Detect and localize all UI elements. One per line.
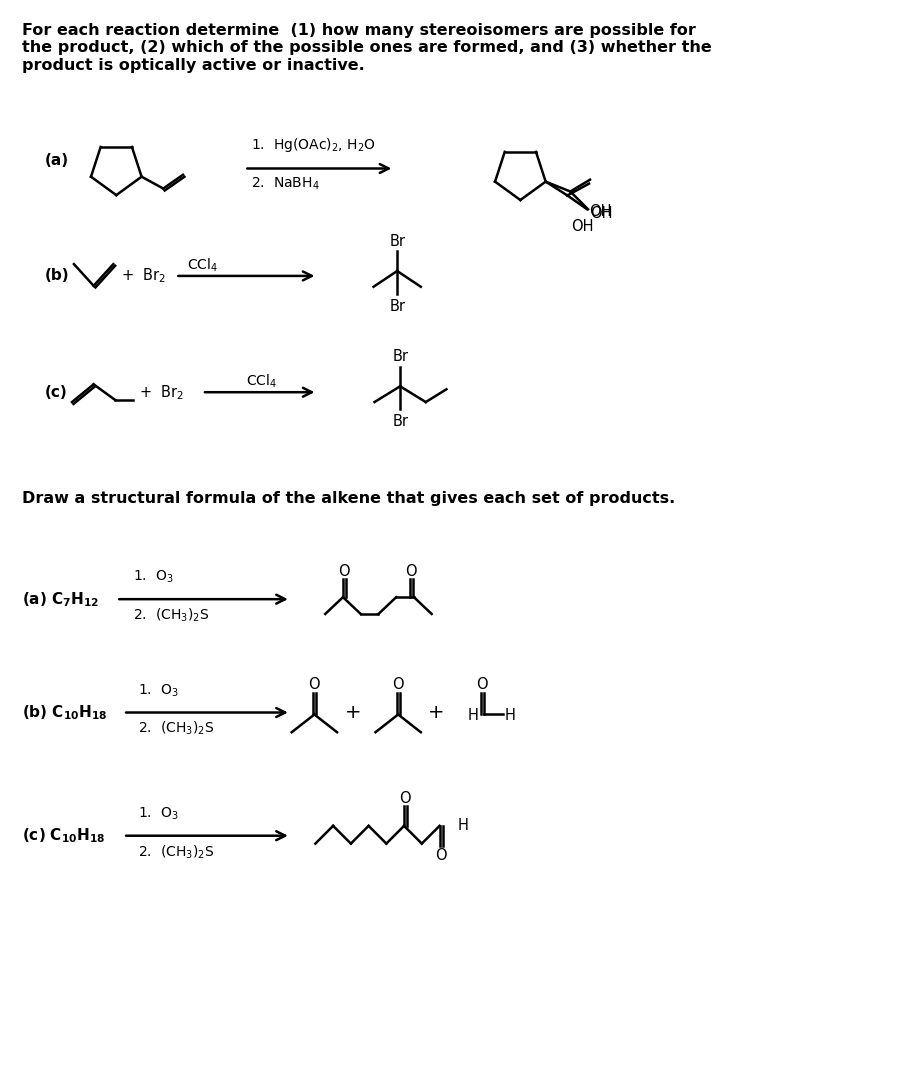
Text: 1.  O$_3$: 1. O$_3$ (138, 682, 179, 698)
Text: $\bf{(c)}$ $\bf{C_{10}H_{18}}$: $\bf{(c)}$ $\bf{C_{10}H_{18}}$ (22, 826, 105, 845)
Text: OH: OH (589, 204, 612, 218)
Text: H: H (467, 708, 478, 723)
Text: (c): (c) (44, 384, 67, 400)
Text: +  Br$_2$: + Br$_2$ (139, 383, 184, 402)
Text: 2.  (CH$_3$)$_2$S: 2. (CH$_3$)$_2$S (133, 607, 209, 624)
Text: $\bf{(a)}$ $\bf{C_7H_{12}}$: $\bf{(a)}$ $\bf{C_7H_{12}}$ (22, 590, 99, 608)
Text: (a): (a) (44, 153, 68, 168)
Text: the product, (2) which of the possible ones are formed, and (3) whether the: the product, (2) which of the possible o… (22, 40, 711, 55)
Text: O: O (339, 564, 349, 579)
Text: +  Br$_2$: + Br$_2$ (121, 266, 166, 286)
Text: 1.  Hg(OAc)$_2$, H$_2$O: 1. Hg(OAc)$_2$, H$_2$O (251, 136, 376, 154)
Text: O: O (405, 564, 417, 579)
Text: Br: Br (389, 233, 405, 249)
Text: (b): (b) (44, 268, 69, 283)
Text: Draw a structural formula of the alkene that gives each set of products.: Draw a structural formula of the alkene … (22, 491, 675, 506)
Text: 1.  O$_3$: 1. O$_3$ (138, 806, 179, 822)
Text: Br: Br (392, 414, 408, 429)
Text: H: H (505, 708, 515, 723)
Text: CCl$_4$: CCl$_4$ (246, 372, 277, 390)
Text: 2.  (CH$_3$)$_2$S: 2. (CH$_3$)$_2$S (138, 844, 215, 861)
Text: OH: OH (571, 219, 594, 235)
Text: product is optically active or inactive.: product is optically active or inactive. (22, 59, 365, 73)
Text: +: + (428, 703, 445, 722)
Text: OH: OH (590, 205, 612, 220)
Text: H: H (457, 819, 468, 833)
Text: O: O (476, 678, 488, 693)
Text: $\bf{(b)}$ $\bf{C_{10}H_{18}}$: $\bf{(b)}$ $\bf{C_{10}H_{18}}$ (22, 703, 107, 722)
Text: CCl$_4$: CCl$_4$ (187, 256, 217, 274)
Text: O: O (400, 791, 411, 806)
Text: Br: Br (389, 299, 405, 314)
Text: 2.  NaBH$_4$: 2. NaBH$_4$ (251, 176, 320, 192)
Text: Br: Br (392, 350, 408, 364)
Text: 2.  (CH$_3$)$_2$S: 2. (CH$_3$)$_2$S (138, 719, 215, 736)
Text: O: O (309, 678, 321, 693)
Text: O: O (435, 848, 446, 863)
Text: +: + (345, 703, 361, 722)
Text: O: O (392, 678, 404, 693)
Text: For each reaction determine  (1) how many stereoisomers are possible for: For each reaction determine (1) how many… (22, 23, 696, 38)
Text: 1.  O$_3$: 1. O$_3$ (133, 569, 173, 585)
